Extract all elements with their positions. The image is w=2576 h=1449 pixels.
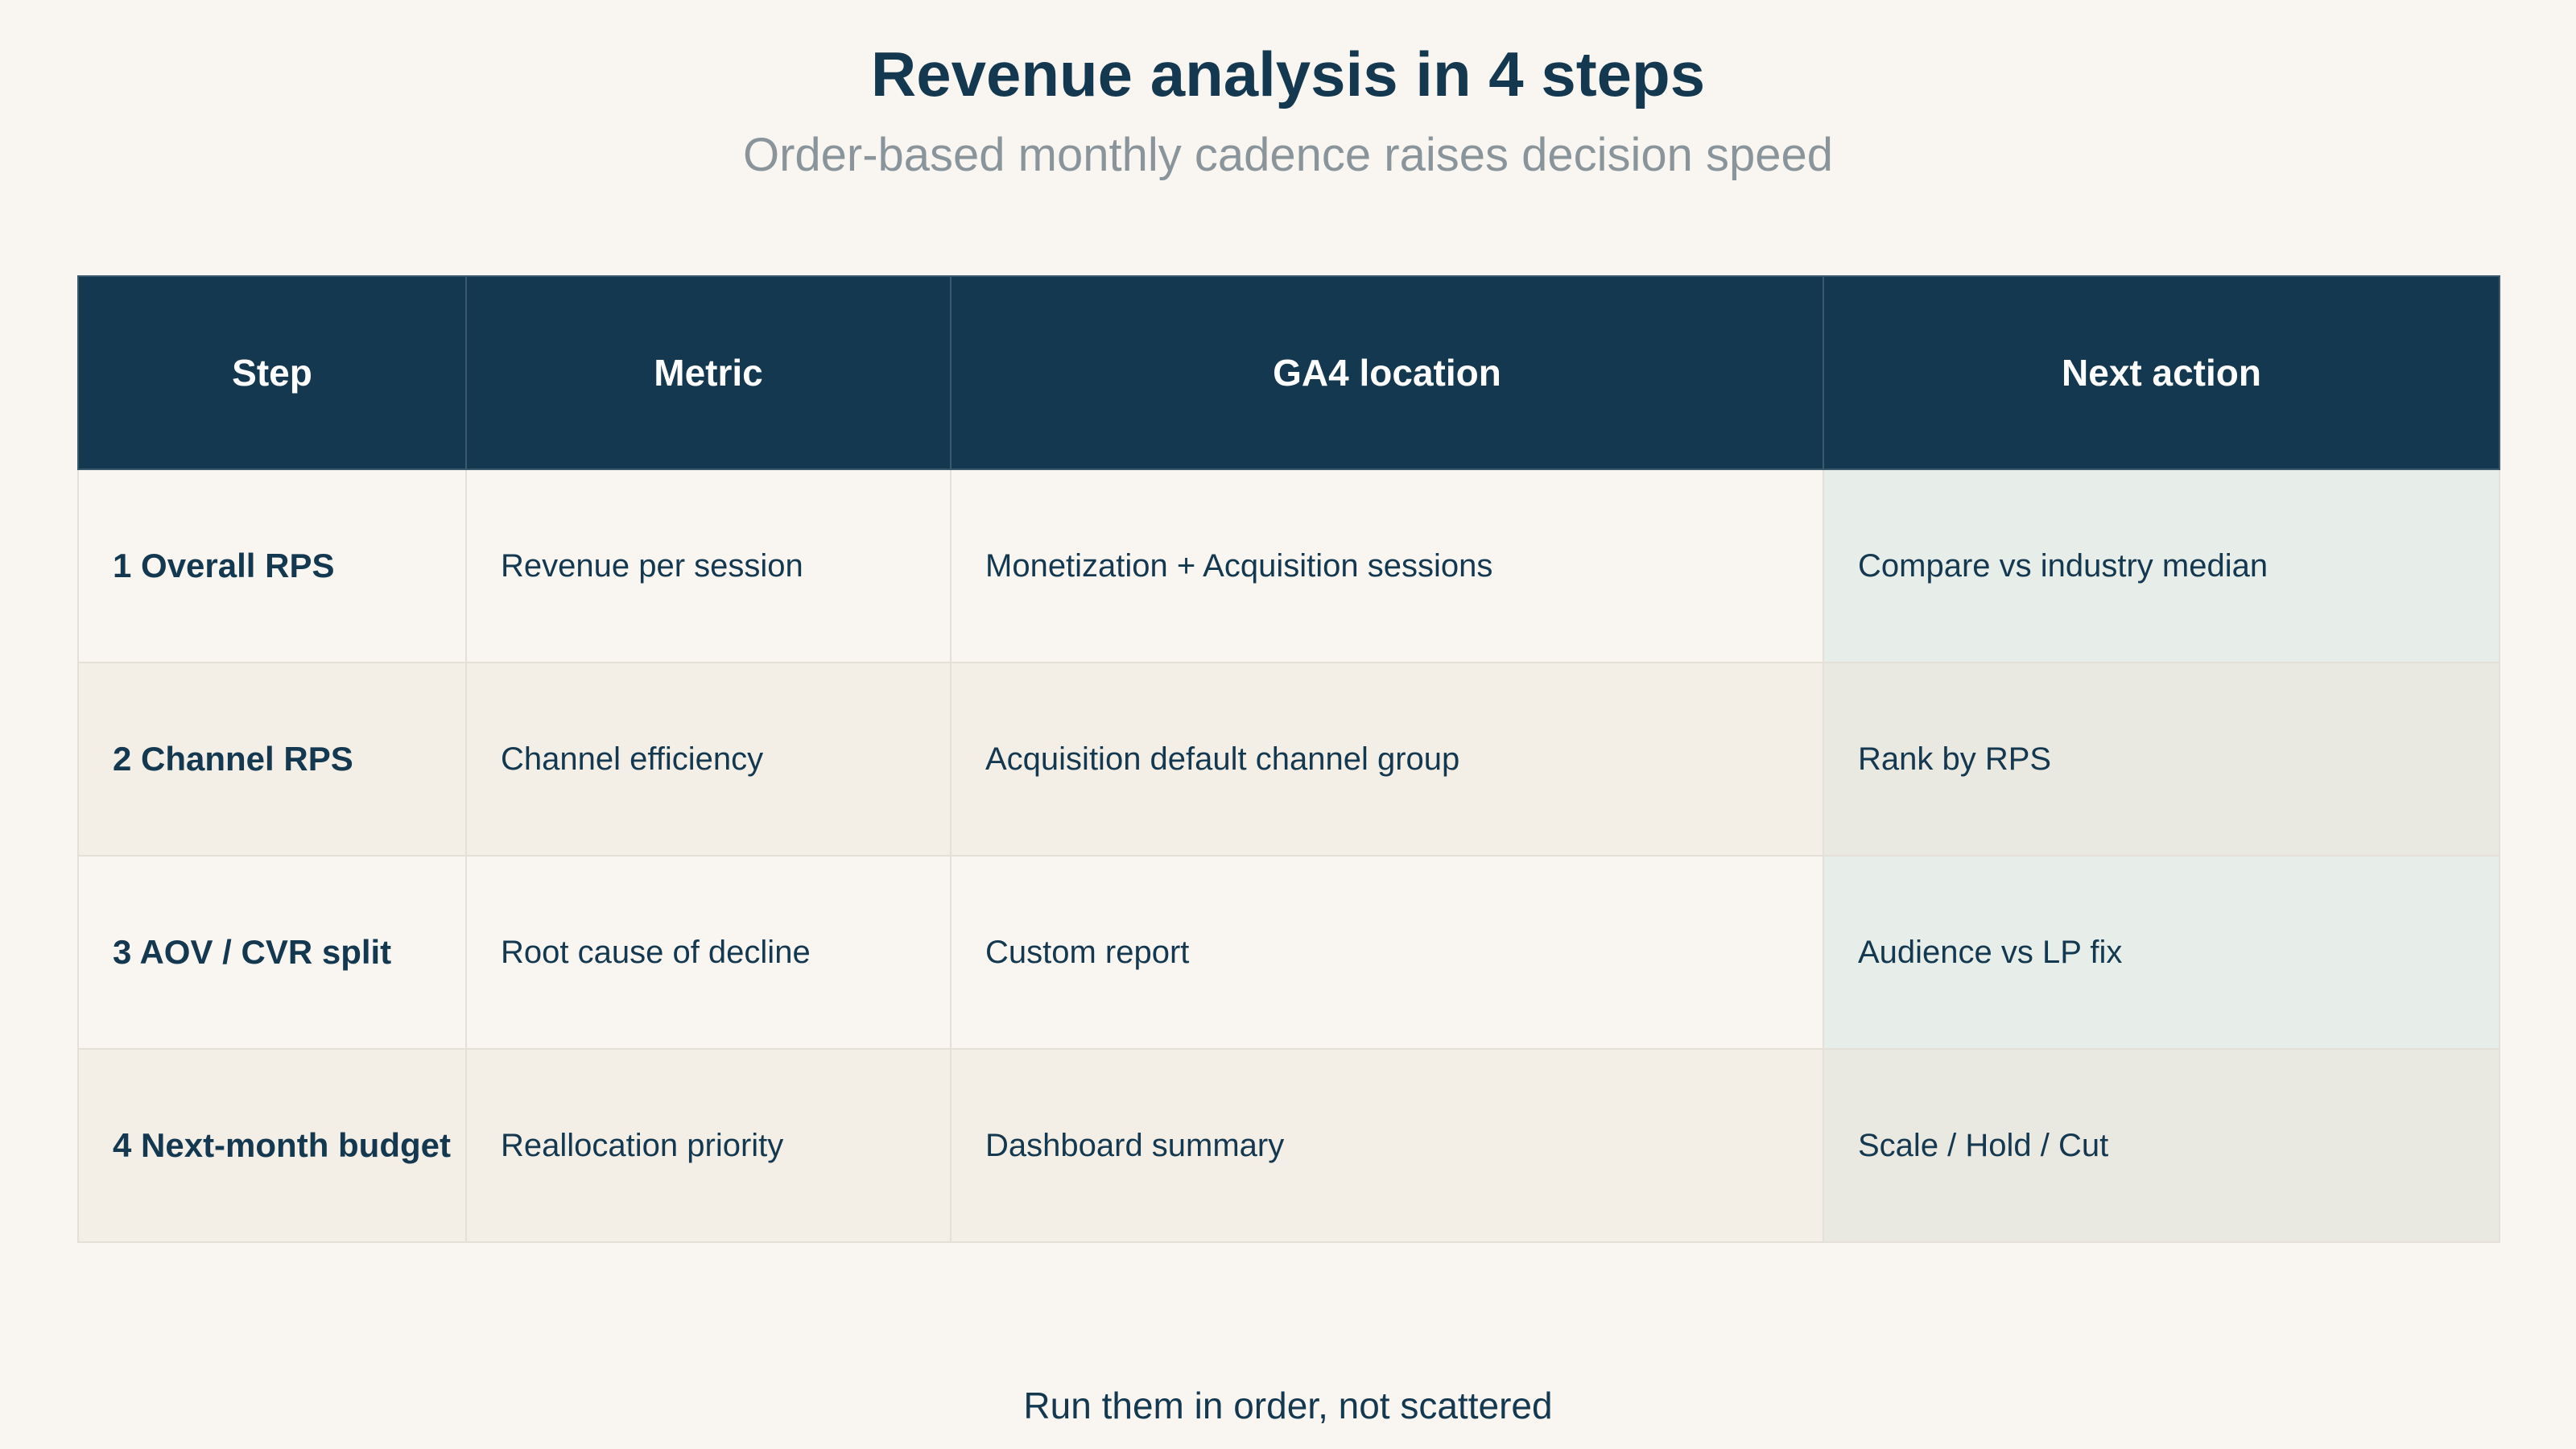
cell-next-action: Scale / Hold / Cut [1823,1048,2500,1243]
steps-table: Step Metric GA4 location Next action 1 O… [77,275,2500,1243]
page-title: Revenue analysis in 4 steps [870,39,1706,109]
cell-next-action: Compare vs industry median [1823,469,2500,663]
cell-metric: Root cause of decline [465,855,952,1050]
page-subtitle: Order-based monthly cadence raises decis… [742,129,1834,181]
cell-ga4-location: Custom report [950,855,1824,1050]
column-header-ga4-location: GA4 location [950,275,1824,470]
footer-note: Run them in order, not scattered [1023,1385,1553,1426]
cell-ga4-location: Monetization + Acquisition sessions [950,469,1824,663]
column-header-metric: Metric [465,275,952,470]
cell-ga4-location: Dashboard summary [950,1048,1824,1243]
cell-metric: Reallocation priority [465,1048,952,1243]
table-row: 2 Channel RPS Channel efficiency Acquisi… [77,662,2500,857]
cell-ga4-location: Acquisition default channel group [950,662,1824,857]
table-header-row: Step Metric GA4 location Next action [77,275,2500,470]
column-header-step: Step [77,275,467,470]
column-header-next-action: Next action [1823,275,2500,470]
table-row: 4 Next-month budget Reallocation priorit… [77,1048,2500,1243]
cell-metric: Channel efficiency [465,662,952,857]
cell-step: 2 Channel RPS [77,662,467,857]
cell-step: 1 Overall RPS [77,469,467,663]
table-row: 1 Overall RPS Revenue per session Moneti… [77,469,2500,663]
cell-next-action: Rank by RPS [1823,662,2500,857]
table-row: 3 AOV / CVR split Root cause of decline … [77,855,2500,1050]
cell-step: 3 AOV / CVR split [77,855,467,1050]
cell-next-action: Audience vs LP fix [1823,855,2500,1050]
cell-step: 4 Next-month budget [77,1048,467,1243]
cell-metric: Revenue per session [465,469,952,663]
